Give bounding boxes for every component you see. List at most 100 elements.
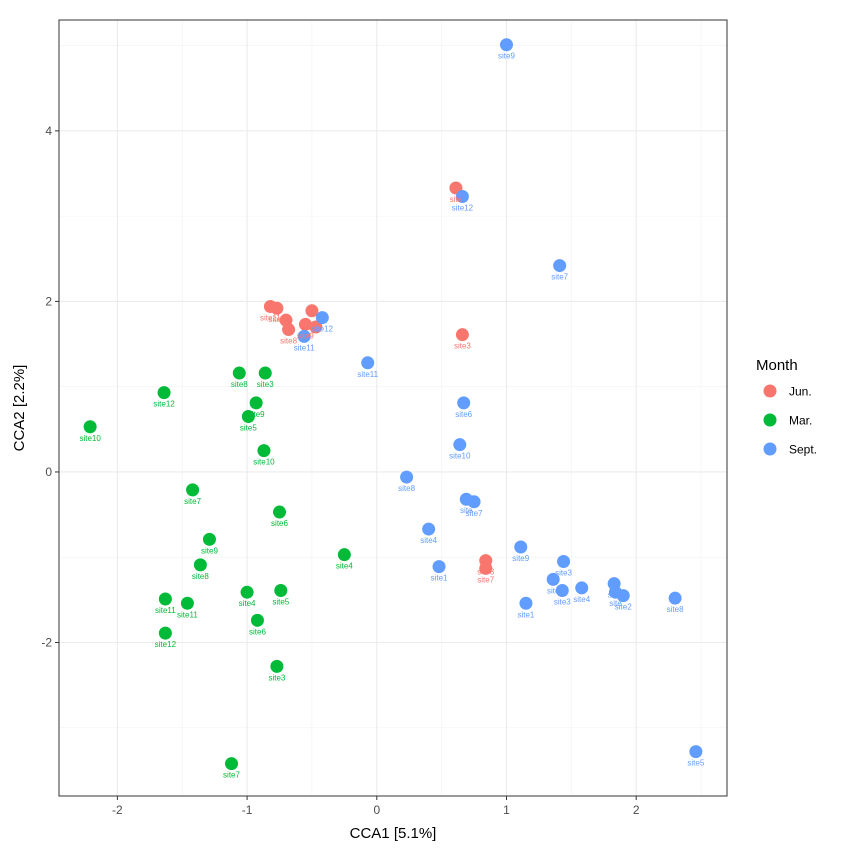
point-mar [158,592,172,606]
y-tick-label: 4 [45,124,52,138]
point-label: site3 [257,380,274,389]
point-label: site [608,591,621,600]
point-sept [514,540,528,554]
legend-key [763,442,777,456]
legend: Month Jun. Mar. Sept. [756,357,817,457]
point-mar [180,596,194,610]
point-jun [305,304,319,318]
y-tick-label: -2 [41,636,52,650]
point-label: site2 [615,603,632,612]
legend-label: Sept. [789,443,817,457]
point-label: site8 [231,380,248,389]
point-mar [202,532,216,546]
point-label: site11 [357,370,378,379]
point-mar [83,420,97,434]
point-sept [575,581,589,595]
point-label: site1 [517,610,534,619]
point-sept [400,470,414,484]
point-mar [274,583,288,597]
point-sept [555,583,569,597]
point-mar [257,444,271,458]
point-jun [309,320,323,334]
point-mar [240,585,254,599]
point-label: site9 [201,546,218,555]
point-label: site9 [498,52,515,61]
point-label: site4 [336,562,353,571]
panel-background [59,20,727,796]
x-tick-label: 1 [503,803,510,817]
point-label: site3 [454,342,471,351]
point-label: site1 [431,574,448,583]
point-label: site11 [177,610,198,619]
point-mar [337,548,351,562]
point-mar [270,659,284,673]
data-points [83,38,703,771]
point-label: site12 [312,325,334,334]
point-label: site5 [272,597,289,606]
grid-minor [59,20,727,796]
point-label: site8 [192,572,209,581]
x-tick-label: -2 [112,803,123,817]
point-label: site3 [554,597,571,606]
grid-major [59,20,727,796]
point-label: site4 [239,599,256,608]
point-label: site4 [573,595,590,604]
point-sept [297,329,311,343]
point-sept [616,589,630,603]
point-label: site8 [477,568,494,577]
point-jun [298,317,312,331]
point-sept [546,572,560,586]
point-sept [361,356,375,370]
point-label: site12 [452,204,474,213]
legend-label: Mar. [789,414,812,428]
x-axis-ticks: -2 -1 0 1 2 [112,796,640,817]
point-label: site9 [297,331,314,340]
legend-label: Jun. [789,385,812,399]
x-tick-label: -1 [242,803,253,817]
point-mar [250,613,264,627]
point-label: site5 [240,424,257,433]
y-axis-ticks: -2 0 2 4 [41,124,59,650]
point-jun [282,323,296,337]
point-label: site11 [294,343,315,352]
point-label: site [450,195,463,204]
x-tick-label: 2 [633,803,640,817]
point-sept [453,438,467,452]
point-label: site6 [249,627,266,636]
point-label: site8 [280,337,297,346]
legend-key [763,413,777,427]
point-label: site8 [667,605,684,614]
point-mar [193,558,207,572]
point-labels: sitesite3site11site1site8site9site8site7… [79,52,704,780]
point-label: site [609,599,622,608]
y-tick-label: 0 [45,465,52,479]
point-sept [519,596,533,610]
point-sept [557,554,571,568]
point-label: site1 [268,315,285,324]
point-label: site7 [551,273,568,282]
point-mar [158,626,172,640]
point-mar [249,396,263,410]
point-label: site7 [477,575,494,584]
point-mar [258,366,272,380]
x-tick-label: 0 [373,803,380,817]
legend-key [763,384,777,398]
point-label: site7 [466,509,483,518]
point-label: site7 [223,771,240,780]
point-label: site12 [155,640,177,649]
point-sept [553,259,567,273]
point-label: site12 [153,400,175,409]
point-label: site6 [455,410,472,419]
point-label: site11 [155,606,176,615]
point-jun [455,328,469,342]
point-sept [422,522,436,536]
panel-border [58,19,728,797]
point-label: site7 [184,497,201,506]
point-label: site8 [398,484,415,493]
point-sept [457,396,471,410]
point-sept [315,311,329,325]
point-label: site10 [253,458,275,467]
point-label: site9 [248,410,265,419]
point-label: site3 [268,673,285,682]
